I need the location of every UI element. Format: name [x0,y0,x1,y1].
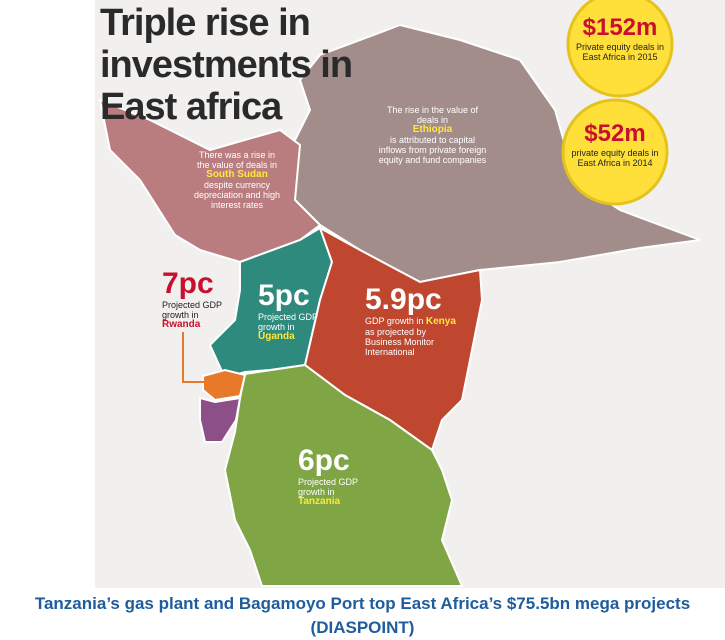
burundi [199,396,242,443]
figure: 7pc [162,267,214,300]
map [95,0,725,588]
country-name: Ethiopia [412,124,453,135]
rwanda-label: 7pc Projected GDP growth in Rwanda [162,268,232,330]
badge-circle [561,98,669,206]
title: Triple rise in investments in East afric… [100,2,353,128]
badge-circle [566,0,674,98]
text: There was a rise in the value of deals i… [196,150,278,170]
south-sudan [98,98,322,264]
badge: $52m private equity deals in East Africa… [570,120,660,168]
badge-amount: $52m [584,120,646,147]
figure: 5.9pc [365,283,442,316]
text: GDP growth in [365,316,424,326]
text: Projected GDP growth in [298,477,358,497]
title-line: investments in [100,44,353,86]
country-name: Rwanda [162,319,201,330]
kenya [303,225,484,452]
country-name: Uganda [258,331,295,342]
uganda-label: 5pc Projected GDP growth in Uganda [258,280,326,342]
south-sudan-label: There was a rise in the value of deals i… [193,150,281,210]
text: The rise in the value of deals in [386,105,479,125]
text: Projected GDP growth in [258,312,318,332]
country-name: Tanzania [298,496,341,507]
country-name: South Sudan [206,169,268,180]
ethiopia-label: The rise in the value of deals in Ethiop… [375,105,490,165]
text: despite currency depreciation and high i… [193,180,281,210]
caption: Tanzania’s gas plant and Bagamoyo Port t… [34,594,691,637]
rwanda [202,368,247,402]
figure: 6pc [298,444,350,477]
tanzania [223,363,464,587]
country-name: Kenya [425,316,456,327]
title-line: Triple rise in [100,2,311,44]
badge: $152m Private equity deals in East Afric… [575,14,665,62]
badge-text: private equity deals in East Africa in 2… [571,148,659,168]
tanzania-label: 6pc Projected GDP growth in Tanzania [298,445,368,507]
title-line: East africa [100,86,282,128]
badge-amount: $152m [582,14,658,41]
text: is attributed to capital inflows from pr… [378,135,487,165]
badge-text: Private equity deals in East Africa in 2… [575,42,665,62]
kenya-label: 5.9pc GDP growth in Kenya as projected b… [365,283,460,358]
connector [182,332,205,383]
text: Projected GDP growth in [162,300,222,320]
text: as projected by Business Monitor Interna… [365,327,435,357]
figure: 5pc [258,279,310,312]
